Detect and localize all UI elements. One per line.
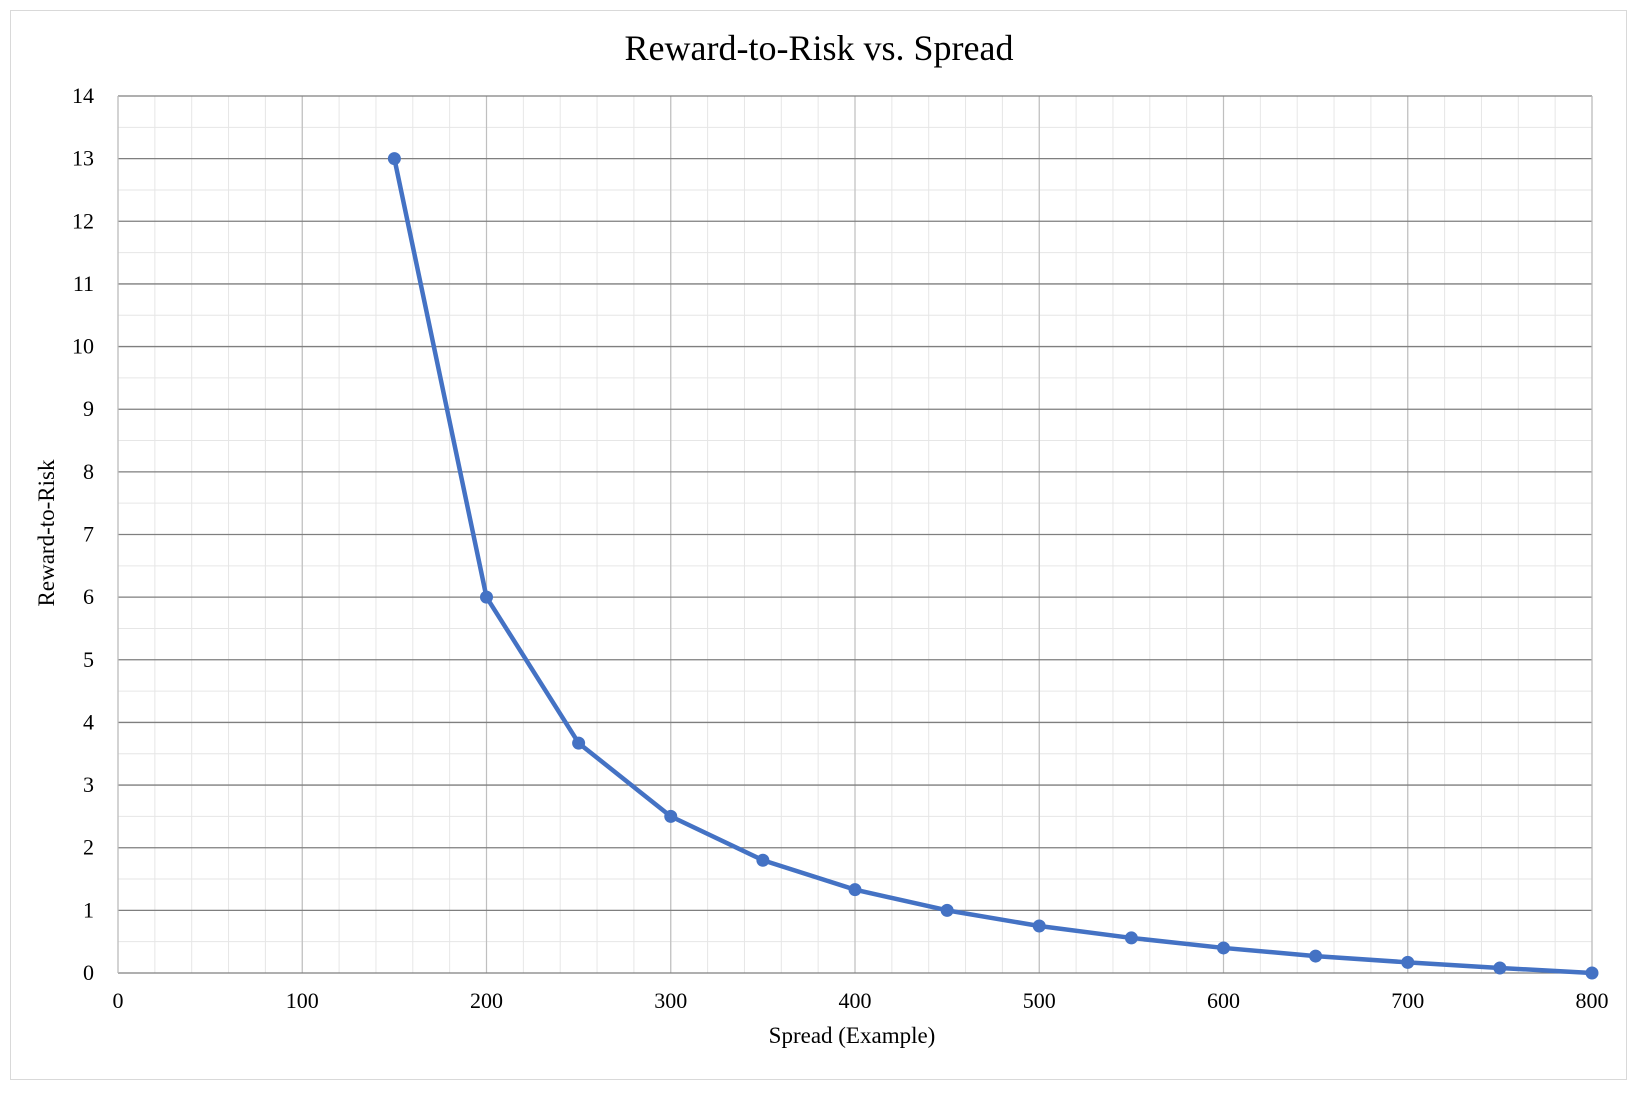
y-tick-label: 3 bbox=[83, 772, 94, 797]
x-tick-label: 400 bbox=[839, 988, 872, 1013]
y-tick-label: 14 bbox=[72, 83, 94, 108]
y-tick-label: 4 bbox=[83, 709, 94, 734]
y-tick-label: 2 bbox=[83, 835, 94, 860]
x-tick-label: 0 bbox=[113, 988, 124, 1013]
y-axis-title: Reward-to-Risk bbox=[34, 459, 59, 606]
y-tick-label: 13 bbox=[72, 146, 94, 171]
x-axis-tick-labels: 0 100 200 300 400 500 600 700 800 bbox=[113, 988, 1609, 1013]
data-point bbox=[572, 736, 586, 750]
x-tick-label: 600 bbox=[1207, 988, 1240, 1013]
major-gridlines bbox=[117, 95, 1593, 974]
y-tick-label: 9 bbox=[83, 396, 94, 421]
x-tick-label: 200 bbox=[470, 988, 503, 1013]
x-axis-title: Spread (Example) bbox=[769, 1023, 936, 1048]
data-point bbox=[480, 590, 493, 604]
chart-title: Reward-to-Risk vs. Spread bbox=[625, 28, 1014, 68]
y-tick-label: 1 bbox=[83, 897, 94, 922]
y-tick-label: 6 bbox=[83, 584, 94, 609]
data-point bbox=[664, 809, 678, 823]
data-point bbox=[848, 883, 862, 897]
x-tick-label: 500 bbox=[1023, 988, 1056, 1013]
x-tick-label: 700 bbox=[1391, 988, 1424, 1013]
data-point bbox=[1217, 941, 1230, 955]
data-point bbox=[940, 903, 954, 917]
data-point bbox=[1401, 955, 1415, 969]
data-point bbox=[1032, 919, 1046, 933]
series-line bbox=[392, 156, 1595, 976]
data-point bbox=[756, 853, 770, 867]
y-tick-label: 10 bbox=[72, 334, 94, 359]
x-tick-label: 100 bbox=[286, 988, 319, 1013]
data-point bbox=[1124, 931, 1138, 945]
data-point bbox=[1493, 961, 1507, 975]
y-tick-label: 5 bbox=[83, 647, 94, 672]
data-point bbox=[1309, 949, 1323, 963]
x-tick-label: 800 bbox=[1576, 988, 1609, 1013]
data-point bbox=[1585, 966, 1599, 980]
y-tick-label: 7 bbox=[83, 522, 94, 547]
y-tick-label: 0 bbox=[83, 960, 94, 985]
y-tick-label: 12 bbox=[72, 208, 94, 233]
y-tick-label: 11 bbox=[73, 271, 94, 296]
y-tick-label: 8 bbox=[83, 459, 94, 484]
x-tick-label: 300 bbox=[654, 988, 687, 1013]
data-point bbox=[387, 152, 401, 166]
series-layer bbox=[387, 152, 1599, 980]
